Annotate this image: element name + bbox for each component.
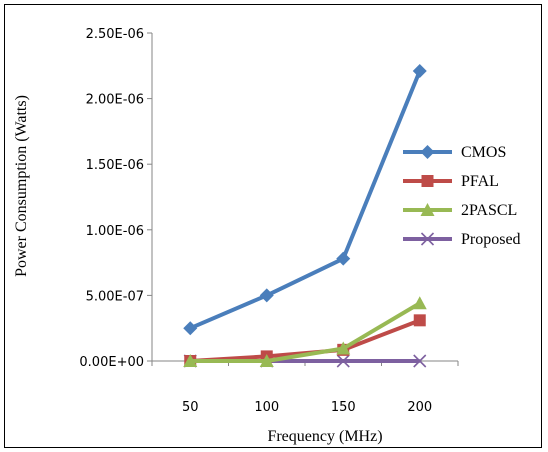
- series-cmos: [183, 64, 427, 336]
- legend: CMOS PFAL 2PASCL Proposed: [403, 144, 521, 248]
- x-marker-stroke: [420, 232, 435, 246]
- data-point-2pascl: [259, 354, 274, 367]
- y-axis-title: Power Consumption (Watts): [13, 95, 30, 277]
- x-tick-label: 50: [182, 400, 199, 415]
- y-tick-label: 1.00E-06: [86, 224, 144, 239]
- x-axis-title: Frequency (MHz): [267, 428, 382, 445]
- y-tick-label: 2.50E-06: [86, 27, 144, 42]
- legend-marker-pfal: [421, 175, 434, 187]
- x-tick-label: 150: [331, 400, 356, 415]
- data-point-pfal: [413, 314, 426, 327]
- data-point-cmos: [183, 321, 198, 336]
- y-tick-label: 2.00E-06: [86, 93, 144, 108]
- y-tick-label: 1.50E-06: [86, 158, 144, 173]
- legend-marker-proposed: [420, 232, 435, 246]
- series-layer: [183, 64, 427, 368]
- legend-label-cmos: CMOS: [461, 144, 506, 161]
- series-line-cmos: [189, 70, 422, 331]
- x-tick-label: 200: [407, 400, 432, 415]
- legend-marker-2pascl: [420, 203, 435, 216]
- legend-item-cmos: CMOS: [403, 144, 506, 161]
- data-point-proposed: [413, 354, 427, 368]
- legend-label-2pascl: 2PASCL: [461, 202, 517, 219]
- data-point-proposed: [336, 354, 350, 368]
- series-line-2pascl: [190, 301, 421, 363]
- series-2pascl: [183, 296, 427, 367]
- legend-marker-cmos: [420, 145, 435, 159]
- y-tick-label: 5.00E-07: [86, 289, 144, 304]
- legend-item-2pascl: 2PASCL: [403, 202, 517, 219]
- legend-label-pfal: PFAL: [461, 173, 499, 190]
- data-point-2pascl: [183, 354, 198, 367]
- axes: 0.00E+00 5.00E-07 1.00E-06 1.50E-06 2.00E-06…: [79, 27, 459, 415]
- x-marker-stroke: [336, 354, 350, 368]
- chart-frame: [4, 4, 542, 448]
- data-point-cmos: [412, 64, 427, 79]
- y-tick-label: 0.00E+00: [79, 355, 144, 370]
- legend-item-pfal: PFAL: [403, 173, 499, 190]
- x-marker-stroke: [413, 354, 427, 368]
- data-point-cmos: [259, 288, 274, 303]
- x-tick-label: 100: [254, 400, 279, 415]
- data-point-2pascl: [412, 296, 427, 310]
- data-point-cmos: [336, 251, 351, 266]
- data-point-2pascl: [336, 341, 351, 355]
- legend-item-proposed: Proposed: [403, 231, 521, 248]
- legend-label-proposed: Proposed: [461, 231, 521, 248]
